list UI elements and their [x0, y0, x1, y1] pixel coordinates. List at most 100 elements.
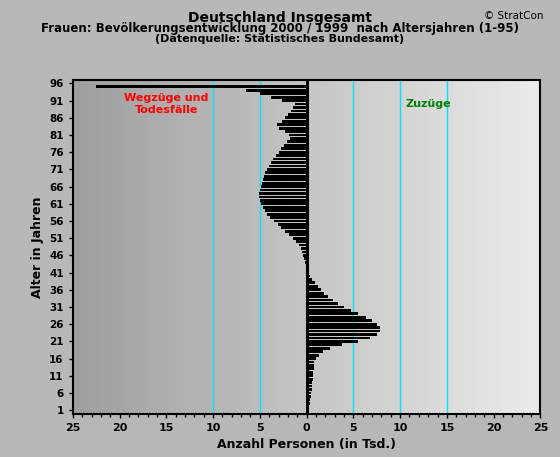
- Bar: [306, 402, 310, 405]
- Bar: [259, 196, 306, 198]
- Bar: [306, 288, 321, 291]
- Bar: [306, 329, 380, 332]
- Bar: [306, 319, 372, 322]
- Bar: [292, 237, 306, 239]
- Bar: [306, 309, 351, 312]
- Bar: [263, 206, 306, 209]
- Bar: [302, 250, 306, 253]
- Bar: [306, 333, 377, 336]
- Bar: [260, 199, 306, 202]
- Bar: [278, 223, 306, 226]
- Bar: [306, 374, 313, 377]
- Bar: [277, 123, 306, 126]
- Bar: [285, 117, 306, 119]
- Bar: [304, 257, 306, 260]
- Bar: [262, 182, 306, 185]
- Bar: [284, 144, 306, 147]
- Bar: [281, 227, 306, 229]
- Bar: [306, 364, 314, 367]
- Bar: [270, 216, 306, 219]
- Text: Zuzüge: Zuzüge: [405, 99, 451, 109]
- Bar: [306, 350, 324, 353]
- Bar: [260, 189, 306, 191]
- Bar: [259, 192, 306, 195]
- Bar: [306, 340, 358, 343]
- Bar: [271, 161, 306, 164]
- Bar: [267, 168, 306, 171]
- Bar: [285, 130, 306, 133]
- Bar: [282, 120, 306, 122]
- Y-axis label: Alter in Jahren: Alter in Jahren: [31, 196, 44, 298]
- Bar: [289, 133, 306, 136]
- Bar: [306, 271, 308, 274]
- Bar: [265, 171, 306, 174]
- Bar: [288, 113, 306, 116]
- Bar: [306, 399, 310, 401]
- Bar: [273, 158, 306, 160]
- Bar: [306, 326, 380, 329]
- Bar: [306, 313, 358, 315]
- Bar: [289, 234, 306, 236]
- Bar: [295, 103, 306, 106]
- Bar: [278, 151, 306, 154]
- Bar: [306, 347, 330, 350]
- Bar: [264, 175, 306, 178]
- Bar: [306, 388, 312, 391]
- Bar: [306, 299, 333, 302]
- Bar: [299, 244, 306, 246]
- X-axis label: Anzahl Personen (in Tsd.): Anzahl Personen (in Tsd.): [217, 438, 396, 451]
- Bar: [306, 295, 328, 298]
- Bar: [264, 209, 306, 212]
- Text: Deutschland Insgesamt: Deutschland Insgesamt: [188, 11, 372, 26]
- Bar: [306, 336, 370, 340]
- Bar: [274, 219, 306, 223]
- Bar: [306, 405, 310, 408]
- Bar: [271, 96, 306, 99]
- Bar: [261, 185, 306, 188]
- Bar: [260, 92, 306, 95]
- Bar: [306, 354, 319, 356]
- Bar: [306, 278, 312, 281]
- Bar: [306, 343, 342, 346]
- Bar: [261, 202, 306, 205]
- Bar: [263, 178, 306, 181]
- Bar: [306, 285, 318, 288]
- Text: Wegzüge und
Todesfälle: Wegzüge und Todesfälle: [124, 93, 208, 115]
- Bar: [301, 247, 306, 250]
- Bar: [269, 165, 306, 167]
- Bar: [306, 409, 309, 412]
- Bar: [281, 147, 306, 150]
- Bar: [305, 261, 306, 264]
- Bar: [306, 371, 313, 374]
- Bar: [306, 392, 311, 394]
- Bar: [306, 385, 312, 388]
- Bar: [306, 282, 315, 284]
- Bar: [306, 357, 316, 360]
- Bar: [306, 361, 314, 363]
- Bar: [96, 85, 306, 88]
- Bar: [306, 306, 344, 308]
- Bar: [285, 230, 306, 233]
- Text: Frauen: Bevölkerungsentwicklung 2000 / 1999  nach Altersjahren (1-95): Frauen: Bevölkerungsentwicklung 2000 / 1…: [41, 22, 519, 35]
- Bar: [282, 99, 306, 102]
- Bar: [290, 137, 306, 140]
- Bar: [292, 106, 306, 109]
- Bar: [287, 140, 306, 143]
- Bar: [306, 381, 312, 384]
- Bar: [306, 275, 310, 277]
- Bar: [278, 127, 306, 129]
- Bar: [306, 367, 314, 370]
- Bar: [306, 395, 311, 398]
- Bar: [306, 292, 324, 295]
- Bar: [306, 302, 338, 305]
- Bar: [267, 213, 306, 216]
- Bar: [291, 110, 306, 112]
- Bar: [296, 240, 306, 243]
- Text: (Datenquelle: Statistisches Bundesamt): (Datenquelle: Statistisches Bundesamt): [156, 34, 404, 44]
- Bar: [303, 254, 306, 257]
- Bar: [306, 316, 366, 319]
- Bar: [306, 378, 312, 381]
- Text: © StratCon: © StratCon: [484, 11, 543, 21]
- Bar: [276, 154, 306, 157]
- Bar: [246, 89, 306, 92]
